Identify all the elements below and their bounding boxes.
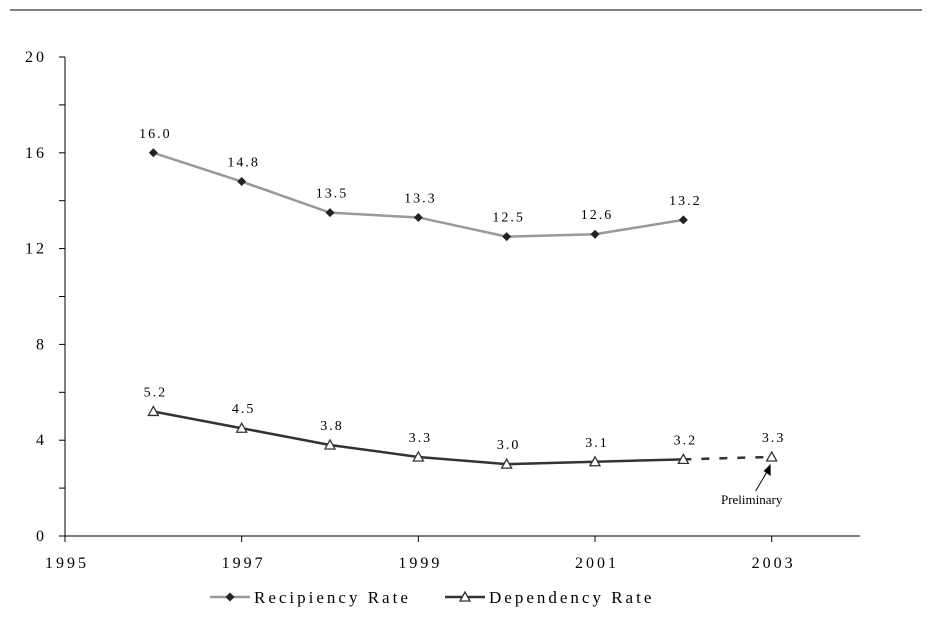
dependency-rate-point — [677, 453, 690, 465]
recipiency-rate-data-label: 13.5 — [316, 187, 349, 202]
x-tick-label: 1999 — [398, 555, 442, 572]
y-tick-label: 12 — [25, 241, 47, 258]
dependency-rate-point — [323, 438, 337, 450]
recipiency-rate-point — [502, 232, 512, 242]
y-tick-label: 0 — [36, 528, 47, 545]
recipiency-rate-data-label: 14.8 — [227, 156, 260, 171]
recipiency-rate-data-label: 13.2 — [669, 194, 702, 209]
dependency-rate-data-label: 3.1 — [585, 436, 609, 451]
recipiency-rate-data-label: 16.0 — [139, 127, 172, 142]
recipiency-rate-data-label: 12.6 — [581, 208, 614, 223]
legend-dependency-rate-label: Dependency Rate — [489, 588, 654, 607]
legend-recipiency-rate-marker — [225, 592, 235, 602]
y-tick-label: 16 — [25, 145, 47, 162]
dependency-rate-data-label: 5.2 — [144, 385, 168, 400]
recipiency-rate-point — [678, 215, 688, 225]
recipiency-rate-point — [590, 229, 600, 239]
x-tick-label: 2001 — [575, 555, 619, 572]
dependency-rate-data-label: 3.8 — [320, 419, 344, 434]
x-tick-label: 2003 — [752, 555, 796, 572]
x-tick-label: 1995 — [45, 555, 89, 572]
recipiency-rate-point — [237, 177, 247, 187]
annotation-preliminary: Preliminary — [721, 492, 783, 507]
dependency-rate-point — [765, 450, 778, 462]
recipiency-rate-data-label: 12.5 — [492, 211, 525, 226]
legend-dependency-rate-marker — [458, 590, 472, 602]
y-tick-label: 20 — [25, 49, 47, 66]
recipiency-rate-point — [325, 208, 335, 218]
dependency-rate-point — [588, 455, 602, 467]
dependency-rate-dashed-line — [683, 455, 772, 461]
recipiency-rate-data-label: 13.3 — [404, 191, 437, 206]
legend-recipiency-rate-label: Recipiency Rate — [254, 588, 411, 607]
y-tick-label: 8 — [36, 336, 47, 353]
y-tick-label: 4 — [36, 432, 47, 449]
dependency-rate-data-label: 4.5 — [232, 402, 256, 417]
dependency-rate-data-label: 3.0 — [497, 438, 521, 453]
dependency-rate-point — [235, 421, 248, 433]
dependency-rate-point — [412, 450, 425, 462]
dependency-rate-data-label: 3.3 — [762, 431, 786, 446]
dependency-rate-point — [500, 457, 513, 469]
dependency-rate-data-label: 3.2 — [674, 433, 698, 448]
recipiency-rate-point — [148, 148, 158, 158]
dependency-rate-data-label: 3.3 — [409, 431, 433, 446]
dependency-rate-point — [147, 405, 160, 417]
x-tick-label: 1997 — [222, 555, 266, 572]
recipiency-rate-point — [413, 212, 423, 222]
annotation-arrowhead — [763, 463, 771, 476]
